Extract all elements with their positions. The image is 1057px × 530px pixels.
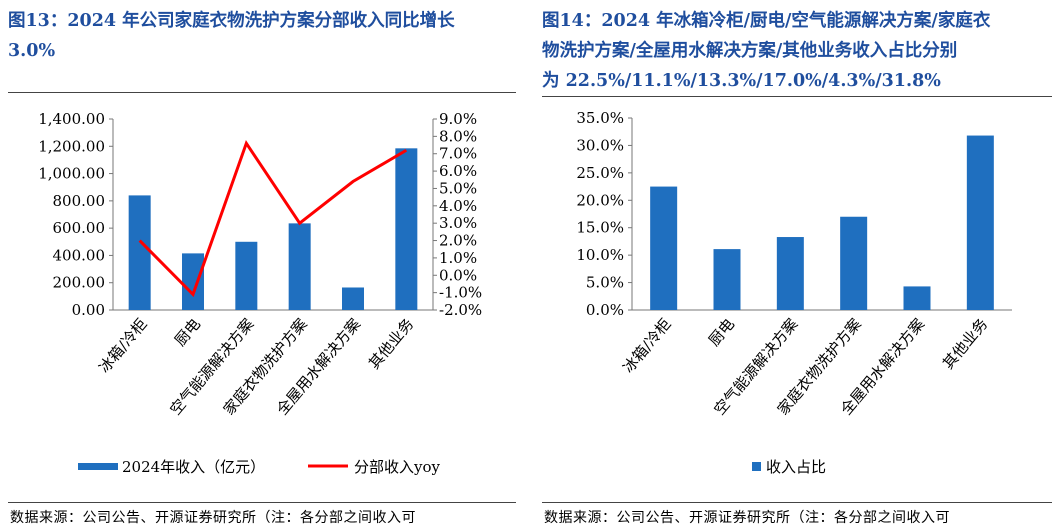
y-tick-label: 30.0% xyxy=(576,136,624,154)
left-top-rule xyxy=(8,92,516,93)
left-chart-title: 图13：2024 年公司家庭衣物洗护方案分部收入同比增长 3.0% xyxy=(8,6,455,66)
right-top-rule xyxy=(542,96,1052,97)
legend-bar-label: 2024年收入（亿元） xyxy=(122,458,265,476)
x-category-label: 其他业务 xyxy=(365,315,417,373)
line-yoy xyxy=(138,139,408,298)
right-bottom-rule xyxy=(542,502,1052,503)
bar-share xyxy=(776,237,804,310)
y-tick-label: 25.0% xyxy=(576,164,624,182)
right-y-tick-label: 4.0% xyxy=(439,197,477,215)
right-y-tick-label: -2.0% xyxy=(439,301,482,319)
right-source-note: 数据来源：公司公告、开源证券研究所（注：各分部之间收入可 xyxy=(544,510,950,526)
x-category-label: 冰箱/冷柜 xyxy=(95,315,151,376)
x-category-label: 厨电 xyxy=(705,315,738,350)
y-tick-label: 0.0% xyxy=(586,301,624,319)
bar-share xyxy=(650,186,678,310)
bar-revenue xyxy=(128,195,151,310)
left-y-tick-label: 1,200.00 xyxy=(38,137,105,155)
right-y-tick-label: 9.0% xyxy=(439,110,477,128)
right-y-tick-label: 5.0% xyxy=(439,179,477,197)
right-y-tick-label: 1.0% xyxy=(439,249,477,267)
left-title-line2: 3.0% xyxy=(8,41,56,61)
right-y-tick-label: 3.0% xyxy=(439,214,477,232)
right-chart: 0.0% 5.0% 10.0% 15.0% 20.0% 25.0% 30.0% 35.0% 冰箱… xyxy=(576,109,1012,476)
y-tick-label: 20.0% xyxy=(576,191,624,209)
y-tick-label: 15.0% xyxy=(576,219,624,237)
right-title-line1: 图14：2024 年冰箱冷柜/厨电/空气能源解决方案/家庭衣 xyxy=(542,11,991,31)
left-y-tick-label: 200.00 xyxy=(53,274,106,292)
legend-bar-swatch xyxy=(78,463,118,470)
x-category-label: 其他业务 xyxy=(939,315,991,373)
legend-bar-swatch xyxy=(752,462,761,471)
x-category-label: 冰箱/冷柜 xyxy=(619,315,675,376)
left-title-line1: 图13：2024 年公司家庭衣物洗护方案分部收入同比增长 xyxy=(8,11,455,31)
bar-revenue xyxy=(395,148,418,310)
left-panel: 图13：2024 年公司家庭衣物洗护方案分部收入同比增长 3.0% 0.00 20… xyxy=(8,0,518,530)
bar-share xyxy=(903,286,931,310)
left-y-tick-label: 400.00 xyxy=(53,246,106,264)
left-y-tick-label: 600.00 xyxy=(53,219,106,237)
left-y-tick-label: 800.00 xyxy=(53,192,106,210)
y-tick-label: 35.0% xyxy=(576,109,624,127)
right-chart-title: 图14：2024 年冰箱冷柜/厨电/空气能源解决方案/家庭衣 物洗护方案/全屋用… xyxy=(542,6,990,96)
left-y-tick-label: 0.00 xyxy=(72,301,105,319)
left-chart: 0.00 200.00 400.00 600.00 800.00 1,000.00 1,20… xyxy=(38,110,482,476)
left-y-tick-label: 1,400.00 xyxy=(38,110,105,128)
right-y-tick-label: 2.0% xyxy=(439,232,477,250)
bar-revenue xyxy=(235,241,258,310)
right-y-tick-label: -1.0% xyxy=(439,284,482,302)
legend-bar-label: 收入占比 xyxy=(766,458,826,476)
bar-share xyxy=(713,249,741,310)
right-y-tick-label: 7.0% xyxy=(439,145,477,163)
legend-line-label: 分部收入yoy xyxy=(354,458,441,476)
x-category-label: 厨电 xyxy=(171,315,204,350)
bar-revenue xyxy=(342,287,364,310)
y-tick-label: 10.0% xyxy=(576,246,624,264)
right-y-tick-label: 8.0% xyxy=(439,127,477,145)
bar-share xyxy=(840,216,868,310)
bar-share xyxy=(966,135,994,310)
right-panel: 图14：2024 年冰箱冷柜/厨电/空气能源解决方案/家庭衣 物洗护方案/全屋用… xyxy=(542,0,1054,530)
bar-revenue xyxy=(182,253,204,310)
y-tick-label: 5.0% xyxy=(586,274,624,292)
left-y-tick-label: 1,000.00 xyxy=(38,165,105,183)
left-source-note: 数据来源：公司公告、开源证券研究所（注：各分部之间收入可 xyxy=(10,510,416,526)
right-y-tick-label: 0.0% xyxy=(439,266,477,284)
right-title-line2: 物洗护方案/全屋用水解决方案/其他业务收入占比分别 xyxy=(542,41,958,61)
bar-revenue xyxy=(288,223,311,310)
right-title-line3: 为 22.5%/11.1%/13.3%/17.0%/4.3%/31.8% xyxy=(542,71,941,91)
right-y-tick-label: 6.0% xyxy=(439,162,477,180)
left-bottom-rule xyxy=(8,502,516,503)
